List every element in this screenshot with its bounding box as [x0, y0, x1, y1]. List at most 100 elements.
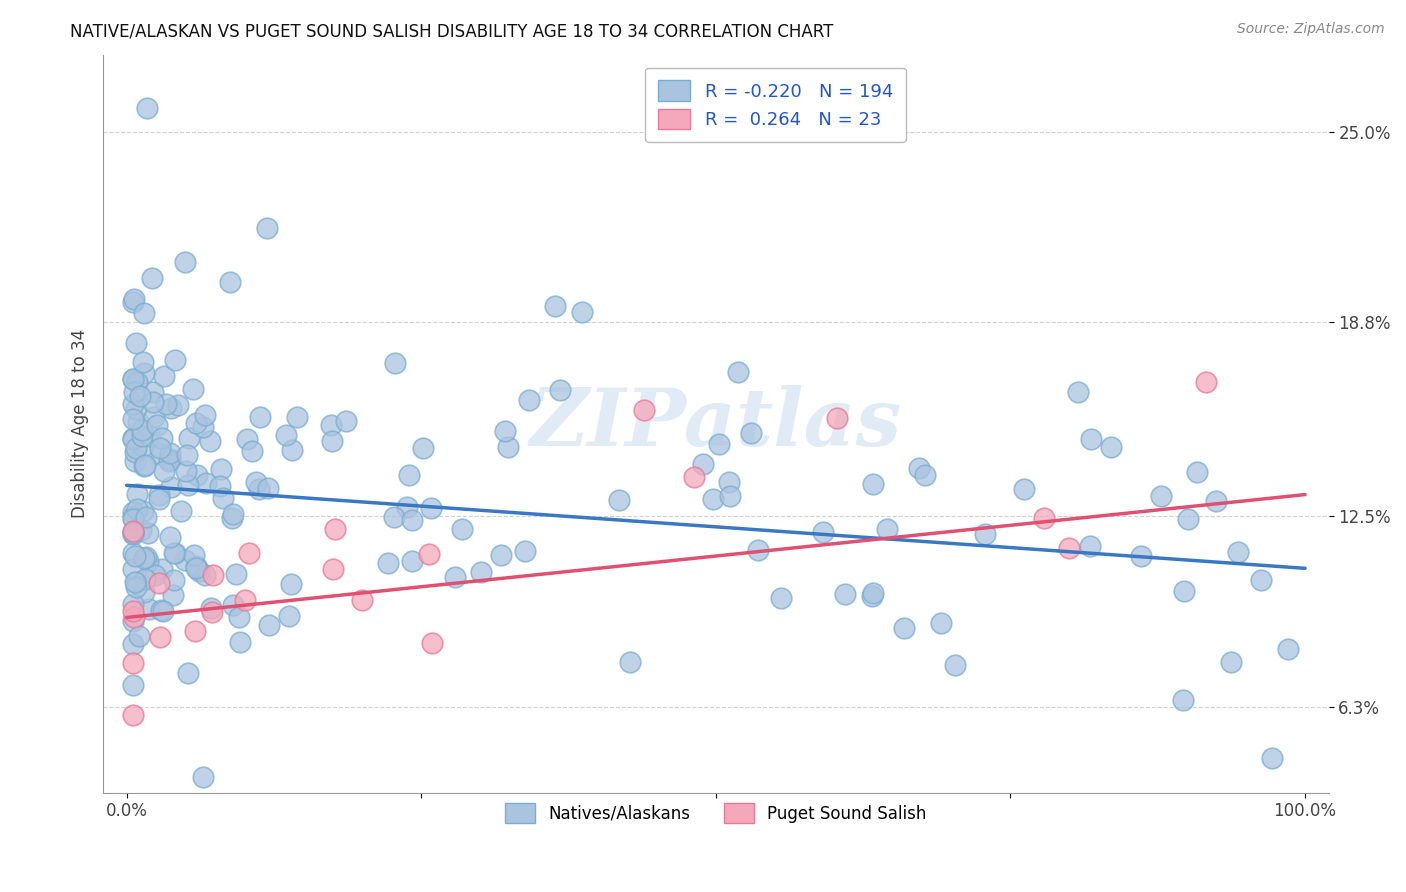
Point: [444, 569, 467, 583]
Point: [124, 549, 146, 563]
Point: [1177, 512, 1199, 526]
Point: [125, 580, 148, 594]
Point: [125, 574, 148, 589]
Point: [395, 500, 418, 515]
Point: [122, 293, 145, 307]
Point: [186, 561, 208, 575]
Point: [451, 523, 474, 537]
Point: [121, 397, 143, 411]
Point: [202, 568, 225, 582]
Point: [149, 630, 172, 644]
Point: [122, 656, 145, 670]
Point: [319, 418, 342, 433]
Point: [1057, 541, 1080, 556]
Point: [692, 457, 714, 471]
Point: [121, 511, 143, 525]
Point: [121, 505, 143, 519]
Point: [181, 382, 204, 396]
Point: [249, 409, 271, 424]
Point: [121, 524, 143, 538]
Point: [274, 428, 297, 442]
Point: [121, 526, 143, 541]
Point: [893, 621, 915, 635]
Point: [1171, 693, 1194, 707]
Point: [973, 527, 995, 541]
Point: [127, 415, 149, 429]
Point: [122, 610, 145, 624]
Point: [321, 434, 343, 449]
Point: [1195, 375, 1218, 389]
Point: [142, 385, 165, 400]
Point: [136, 526, 159, 541]
Point: [419, 500, 441, 515]
Point: [162, 588, 184, 602]
Point: [222, 599, 245, 613]
Point: [256, 220, 278, 235]
Point: [142, 395, 165, 409]
Point: [862, 586, 884, 600]
Point: [159, 452, 181, 467]
Point: [420, 636, 443, 650]
Point: [225, 567, 247, 582]
Point: [121, 412, 143, 426]
Point: [121, 546, 143, 560]
Point: [221, 510, 243, 524]
Point: [494, 424, 516, 438]
Point: [132, 439, 155, 453]
Point: [683, 470, 706, 484]
Point: [548, 383, 571, 397]
Point: [135, 549, 157, 564]
Point: [195, 475, 218, 490]
Point: [128, 629, 150, 643]
Point: [1130, 549, 1153, 563]
Point: [150, 431, 173, 445]
Point: [384, 355, 406, 369]
Point: [238, 546, 260, 560]
Point: [211, 462, 233, 476]
Point: [141, 271, 163, 285]
Point: [257, 618, 280, 632]
Point: [398, 468, 420, 483]
Point: [188, 564, 211, 578]
Point: [157, 454, 180, 468]
Point: [184, 624, 207, 638]
Point: [124, 445, 146, 459]
Text: Source: ZipAtlas.com: Source: ZipAtlas.com: [1237, 22, 1385, 37]
Point: [134, 551, 156, 566]
Point: [633, 402, 655, 417]
Point: [121, 604, 143, 618]
Point: [513, 544, 536, 558]
Point: [280, 577, 302, 591]
Point: [218, 275, 240, 289]
Point: [132, 366, 155, 380]
Point: [740, 426, 762, 441]
Point: [127, 502, 149, 516]
Point: [860, 589, 883, 603]
Point: [1012, 482, 1035, 496]
Point: [907, 460, 929, 475]
Point: [929, 616, 952, 631]
Point: [149, 441, 172, 455]
Point: [136, 554, 159, 568]
Point: [143, 410, 166, 425]
Point: [323, 522, 346, 536]
Point: [139, 429, 162, 443]
Point: [163, 546, 186, 560]
Point: [121, 372, 143, 386]
Point: [160, 401, 183, 415]
Point: [277, 609, 299, 624]
Point: [173, 255, 195, 269]
Point: [136, 101, 159, 115]
Point: [186, 468, 208, 483]
Point: [134, 572, 156, 586]
Point: [228, 610, 250, 624]
Point: [125, 401, 148, 416]
Point: [193, 770, 215, 784]
Point: [122, 707, 145, 722]
Point: [1099, 440, 1122, 454]
Point: [173, 552, 195, 566]
Point: [247, 482, 270, 496]
Point: [174, 464, 197, 478]
Y-axis label: Disability Age 18 to 34: Disability Age 18 to 34: [72, 329, 89, 518]
Point: [702, 491, 724, 506]
